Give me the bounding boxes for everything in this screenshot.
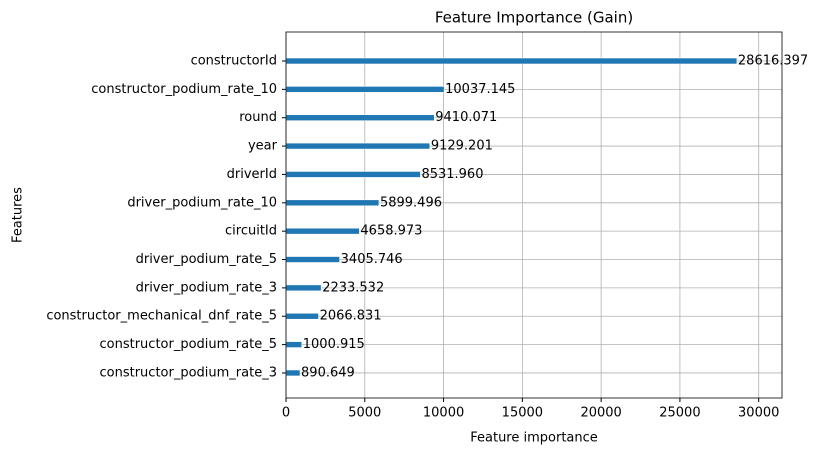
y-tick-label: driver_podium_rate_3 <box>136 280 277 295</box>
bar <box>285 312 319 320</box>
y-tick-label: driver_podium_rate_5 <box>136 252 277 267</box>
value-label: 9410.071 <box>435 110 497 125</box>
y-axis-label: Features <box>11 187 26 243</box>
value-label: 890.649 <box>301 365 355 380</box>
y-tick-label: constructor_podium_rate_5 <box>100 337 278 352</box>
x-tick-label: 15000 <box>502 406 543 421</box>
bar <box>285 369 301 377</box>
y-tick-label: driverId <box>227 167 277 182</box>
y-tick-label: constructor_podium_rate_3 <box>100 365 278 380</box>
chart-title: Feature Importance (Gain) <box>435 9 633 27</box>
value-label: 1000.915 <box>303 337 365 352</box>
value-label: 2233.532 <box>322 280 384 295</box>
value-label: 8531.960 <box>421 167 483 182</box>
x-tick-label: 5000 <box>348 406 381 421</box>
y-tick-label: year <box>248 139 278 154</box>
x-axis-label: Feature importance <box>470 431 598 446</box>
bar <box>285 341 303 348</box>
bar <box>285 256 340 263</box>
y-tick-label: constructorId <box>191 54 277 69</box>
x-tick-label: 0 <box>282 406 290 421</box>
bar <box>285 227 360 235</box>
y-tick-label: round <box>239 110 277 125</box>
bar <box>285 284 322 292</box>
bar <box>285 199 380 207</box>
value-label: 9129.201 <box>431 139 493 154</box>
bar <box>285 171 421 178</box>
value-label: 28616.397 <box>738 54 808 69</box>
value-label: 4658.973 <box>360 224 422 239</box>
bar <box>285 142 431 150</box>
plot-frame <box>285 31 783 399</box>
x-tick-label: 30000 <box>738 406 779 421</box>
x-tick-label: 10000 <box>423 406 464 421</box>
bar <box>285 114 435 122</box>
value-label: 2066.831 <box>320 309 382 324</box>
bar <box>285 86 445 93</box>
x-tick-label: 20000 <box>580 406 621 421</box>
y-tick-label: constructor_podium_rate_10 <box>91 82 277 97</box>
value-label: 5899.496 <box>380 195 442 210</box>
x-tick-label: 25000 <box>659 406 700 421</box>
y-tick-label: constructor_mechanical_dnf_rate_5 <box>46 309 277 324</box>
y-tick-label: circuitId <box>225 224 277 239</box>
y-tick-label: driver_podium_rate_10 <box>127 195 277 210</box>
bar <box>285 57 738 65</box>
value-label: 10037.145 <box>445 82 515 97</box>
value-label: 3405.746 <box>341 252 403 267</box>
